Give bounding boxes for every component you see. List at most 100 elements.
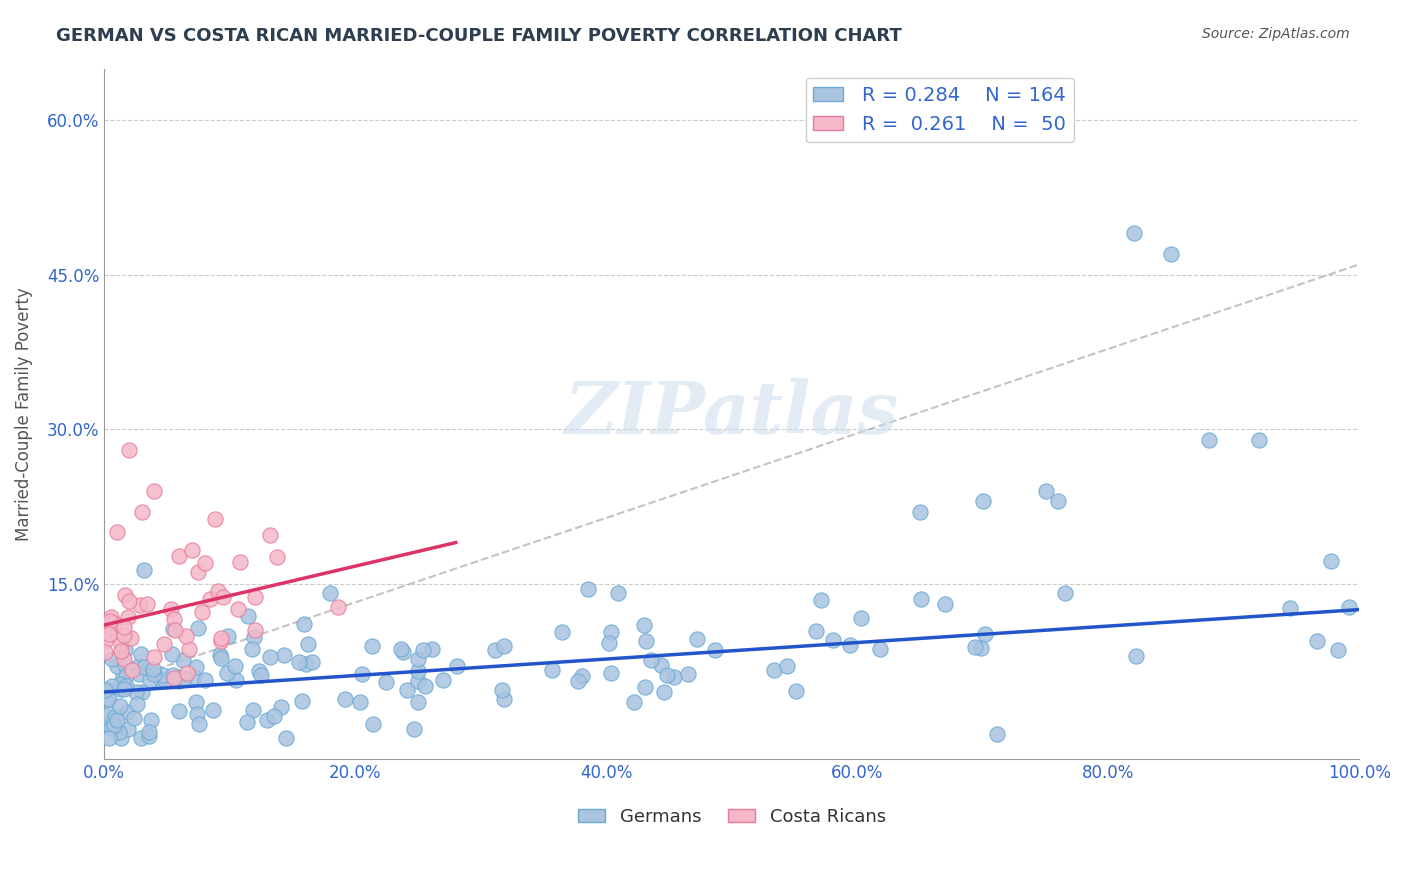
Germans — [662, 670, 685, 684]
Germans — [404, 723, 426, 737]
Costa Ricans — [228, 602, 250, 616]
Text: ZIPatlas: ZIPatlas — [565, 378, 898, 450]
Germans — [256, 713, 278, 727]
Costa Ricans — [187, 565, 209, 579]
Germans — [650, 658, 672, 673]
Germans — [128, 666, 150, 681]
Germans — [970, 641, 993, 656]
Costa Ricans — [169, 549, 191, 563]
Costa Ricans — [112, 619, 135, 633]
Germans — [571, 668, 593, 682]
Germans — [263, 709, 285, 723]
Costa Ricans — [209, 632, 232, 646]
Germans — [217, 629, 239, 643]
Germans — [319, 586, 342, 600]
Germans — [972, 494, 994, 508]
Germans — [484, 643, 506, 657]
Germans — [188, 717, 211, 731]
Germans — [292, 617, 315, 632]
Germans — [654, 685, 676, 699]
Germans — [349, 695, 371, 709]
Costa Ricans — [174, 629, 197, 643]
Germans — [776, 658, 799, 673]
Germans — [236, 609, 259, 624]
Germans — [112, 676, 135, 690]
Costa Ricans — [110, 643, 132, 657]
Costa Ricans — [163, 612, 186, 626]
Costa Ricans — [207, 583, 229, 598]
Germans — [110, 681, 132, 696]
Germans — [395, 682, 418, 697]
Germans — [1160, 247, 1182, 261]
Germans — [124, 710, 146, 724]
Germans — [785, 683, 807, 698]
Germans — [129, 731, 152, 746]
Costa Ricans — [204, 512, 226, 526]
Germans — [406, 664, 429, 678]
Costa Ricans — [100, 609, 122, 624]
Germans — [184, 659, 207, 673]
Germans — [974, 627, 997, 641]
Germans — [406, 694, 429, 708]
Germans — [1198, 433, 1220, 447]
Germans — [108, 698, 131, 713]
Germans — [141, 713, 163, 727]
Germans — [986, 726, 1008, 740]
Germans — [111, 669, 134, 683]
Germans — [361, 639, 384, 653]
Germans — [838, 638, 860, 652]
Costa Ricans — [136, 597, 159, 611]
Germans — [134, 563, 156, 577]
Germans — [491, 683, 513, 698]
Germans — [101, 679, 124, 693]
Germans — [541, 663, 564, 677]
Germans — [406, 652, 429, 666]
Germans — [160, 647, 183, 661]
Germans — [139, 673, 162, 687]
Germans — [114, 658, 136, 673]
Germans — [114, 643, 136, 657]
Germans — [166, 673, 188, 687]
Germans — [551, 625, 574, 640]
Germans — [295, 657, 318, 672]
Costa Ricans — [163, 623, 186, 637]
Germans — [105, 713, 128, 727]
Costa Ricans — [243, 623, 266, 637]
Germans — [259, 649, 281, 664]
Germans — [494, 639, 516, 653]
Germans — [183, 670, 205, 684]
Germans — [187, 621, 209, 635]
Costa Ricans — [118, 594, 141, 608]
Germans — [97, 731, 120, 746]
Germans — [1125, 648, 1147, 663]
Germans — [115, 705, 138, 719]
Costa Ricans — [160, 602, 183, 616]
Germans — [243, 630, 266, 644]
Text: Source: ZipAtlas.com: Source: ZipAtlas.com — [1202, 27, 1350, 41]
Germans — [127, 697, 149, 711]
Germans — [576, 582, 599, 596]
Costa Ricans — [105, 525, 128, 540]
Germans — [1320, 554, 1343, 568]
Germans — [100, 722, 122, 736]
Germans — [101, 652, 124, 666]
Germans — [128, 658, 150, 673]
Germans — [869, 641, 891, 656]
Germans — [762, 663, 785, 677]
Germans — [125, 685, 148, 699]
Germans — [685, 632, 707, 647]
Germans — [186, 707, 208, 722]
Costa Ricans — [245, 590, 267, 604]
Germans — [173, 671, 195, 685]
Costa Ricans — [114, 588, 136, 602]
Germans — [108, 677, 131, 691]
Germans — [217, 665, 239, 680]
Germans — [249, 668, 271, 682]
Germans — [606, 585, 628, 599]
Germans — [301, 656, 323, 670]
Germans — [184, 695, 207, 709]
Germans — [162, 622, 184, 636]
Costa Ricans — [177, 641, 200, 656]
Costa Ricans — [128, 599, 150, 613]
Costa Ricans — [98, 626, 121, 640]
